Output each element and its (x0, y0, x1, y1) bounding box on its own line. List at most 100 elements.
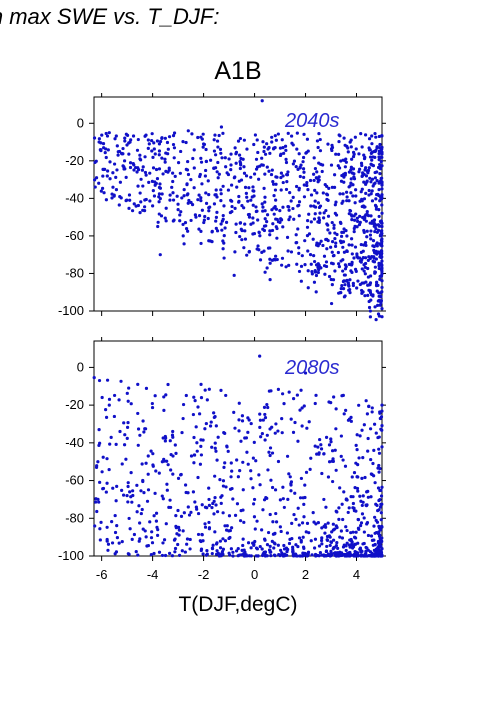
scatter-point (330, 283, 334, 287)
scatter-point (361, 456, 365, 460)
scatter-point (373, 552, 377, 556)
scatter-point (368, 290, 373, 295)
scatter-point (337, 291, 341, 295)
scatter-point (359, 550, 363, 554)
scatter-point (334, 524, 338, 528)
scatter-point (206, 179, 210, 183)
scatter-point (255, 519, 259, 523)
scatter-point (380, 546, 384, 551)
scatter-point (282, 547, 287, 551)
scatter-point (209, 158, 213, 162)
scatter-point (279, 188, 283, 192)
scatter-point (208, 424, 213, 428)
scatter-point (358, 546, 363, 550)
scatter-point (358, 214, 362, 218)
scatter-point (214, 215, 218, 219)
scatter-point (323, 531, 327, 535)
scatter-point (355, 486, 360, 491)
scatter-point (221, 247, 225, 251)
scatter-point (196, 135, 200, 140)
scatter-point (228, 553, 232, 557)
scatter-point (220, 156, 224, 160)
scatter-point (94, 176, 99, 180)
scatter-point (223, 226, 227, 230)
scatter-point (341, 230, 346, 234)
scatter-point (339, 234, 344, 238)
scatter-point (237, 199, 241, 204)
scatter-point (351, 150, 356, 154)
scatter-point (124, 175, 128, 179)
scatter-point (229, 547, 233, 551)
scatter-point (171, 179, 175, 184)
scatter-point (379, 197, 383, 201)
scatter-point (146, 472, 150, 476)
scatter-point (380, 187, 384, 191)
scatter-point (369, 457, 373, 462)
scatter-point (266, 530, 271, 535)
scatter-point (373, 481, 377, 485)
scatter-point (364, 191, 368, 195)
scatter-point (371, 155, 375, 159)
scatter-point (203, 427, 207, 431)
scatter-point (332, 223, 336, 227)
scatter-point (325, 237, 329, 241)
scatter-point (229, 475, 233, 479)
scatter-point (152, 147, 156, 151)
scatter-point (181, 416, 185, 421)
scatter-point (161, 436, 165, 440)
scatter-point (163, 439, 167, 443)
scatter-point (360, 145, 364, 149)
scatter-point (125, 391, 129, 395)
x-axis-label: T(DJF,degC) (178, 593, 298, 616)
scatter-point (158, 139, 163, 144)
scatter-point (327, 460, 332, 464)
scatter-point (250, 195, 254, 199)
scatter-point (297, 536, 302, 540)
scatter-point (212, 415, 216, 420)
scatter-point (203, 522, 207, 526)
scatter-point (357, 403, 361, 407)
scatter-point (162, 459, 166, 463)
scatter-point (203, 214, 207, 219)
scatter-point (252, 497, 257, 502)
scatter-point (227, 157, 231, 161)
scatter-point (253, 527, 257, 531)
scatter-point (118, 195, 122, 199)
scatter-point (302, 195, 307, 199)
scatter-point (305, 426, 309, 430)
scatter-point (371, 184, 375, 188)
scatter-point (101, 142, 106, 146)
scatter-point (176, 476, 181, 480)
scatter-point (93, 524, 97, 528)
scatter-point (349, 415, 353, 419)
scatter-point (367, 166, 371, 170)
scatter-point (302, 132, 306, 136)
scatter-point (104, 490, 108, 494)
scatter-point (297, 186, 301, 190)
scatter-point (161, 497, 165, 501)
scatter-point (249, 469, 253, 473)
scatter-point (179, 149, 183, 154)
scatter-point (150, 401, 154, 406)
scatter-point (344, 525, 348, 529)
scatter-point (334, 200, 338, 204)
scatter-point (235, 502, 240, 506)
scatter-point (195, 449, 199, 453)
scatter-point (169, 505, 173, 510)
y-tick-label: -60 (65, 473, 84, 488)
scatter-point (246, 462, 250, 466)
scatter-point (155, 177, 160, 181)
scatter-point (297, 523, 301, 527)
scatter-point (301, 167, 306, 171)
scatter-point (95, 509, 99, 514)
scatter-point (117, 541, 121, 545)
scatter-point (287, 472, 291, 476)
scatter-point (201, 438, 205, 442)
scatter-point (312, 546, 317, 550)
scatter-point (328, 231, 332, 235)
scatter-point (348, 291, 352, 295)
scatter-point (215, 229, 220, 233)
scatter-point (274, 207, 278, 211)
scatter-point (223, 539, 228, 543)
scatter-point (360, 163, 364, 168)
